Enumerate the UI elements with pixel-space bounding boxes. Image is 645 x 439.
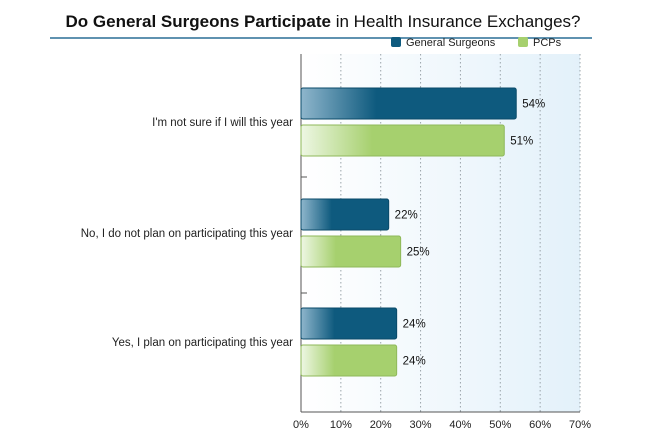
chart-title-bold: Do General Surgeons Participate: [66, 12, 331, 31]
x-tick-label: 70%: [569, 419, 591, 431]
x-tick-labels: 0% 10% 20% 30% 40% 50% 60% 70%: [293, 419, 591, 431]
category-label: No, I do not plan on participating this …: [81, 228, 293, 240]
bar-pcps: [300, 124, 505, 157]
category-label: Yes, I plan on participating this year: [112, 337, 293, 349]
legend-swatch-pcps: [518, 37, 528, 47]
bar-value-label: 24%: [403, 356, 426, 368]
bar-general-surgeons: [300, 198, 390, 231]
bar-general-surgeons: [300, 307, 398, 340]
bars: [300, 87, 517, 377]
x-tick-label: 50%: [489, 419, 511, 431]
legend-label-general-surgeons: General Surgeons: [406, 37, 496, 49]
chart-title: Do General Surgeons Participate in Healt…: [66, 12, 581, 31]
x-tick-label: 30%: [410, 419, 432, 431]
x-tick-label: 10%: [330, 419, 352, 431]
category-label: I'm not sure if I will this year: [152, 117, 293, 129]
bar-value-label: 25%: [407, 247, 430, 259]
bar-value-label: 22%: [395, 210, 418, 222]
legend: General Surgeons PCPs: [391, 37, 562, 49]
x-tick-label: 60%: [529, 419, 551, 431]
x-tick-label: 40%: [449, 419, 471, 431]
chart-title-rest: in Health Insurance Exchanges?: [331, 12, 581, 31]
category-labels: I'm not sure if I will this year No, I do…: [81, 117, 293, 349]
bar-general-surgeons: [300, 87, 517, 120]
bar-value-label: 54%: [522, 99, 545, 111]
legend-swatch-general-surgeons: [391, 37, 401, 47]
bar-pcps: [300, 344, 398, 377]
x-tick-label: 0%: [293, 419, 309, 431]
bar-value-label: 24%: [403, 319, 426, 331]
bar-pcps: [300, 235, 402, 268]
x-tick-label: 20%: [370, 419, 392, 431]
bar-value-labels: 54% 51% 22% 25% 24% 24%: [395, 99, 546, 368]
bar-value-label: 51%: [510, 136, 533, 148]
legend-label-pcps: PCPs: [533, 37, 562, 49]
